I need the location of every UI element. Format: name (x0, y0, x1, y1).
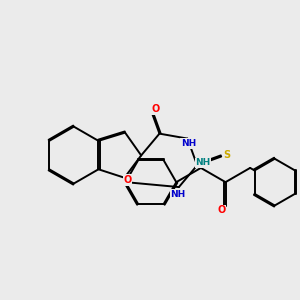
Text: O: O (151, 104, 159, 114)
Text: O: O (123, 175, 132, 185)
Text: NH: NH (195, 158, 211, 167)
Text: NH: NH (181, 139, 196, 148)
Text: S: S (224, 149, 231, 160)
Text: O: O (217, 206, 226, 215)
Text: NH: NH (170, 190, 185, 199)
